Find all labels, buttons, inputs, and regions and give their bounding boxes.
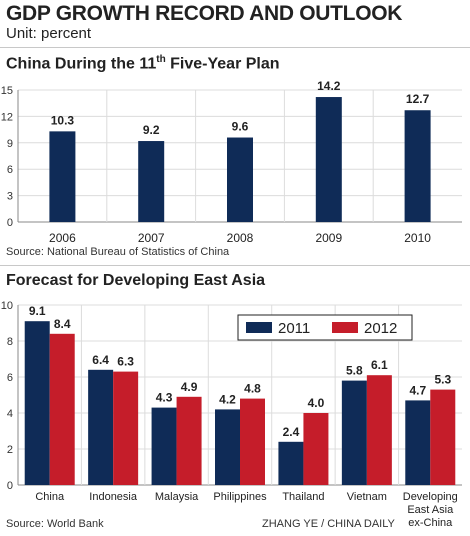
chart2-source: Source: World Bank — [6, 518, 104, 530]
divider — [0, 265, 470, 266]
bar-value-label: 14.2 — [317, 79, 341, 93]
x-tick-label: 2006 — [49, 231, 76, 245]
bar-2011 — [278, 441, 304, 485]
divider — [0, 47, 470, 48]
bar-value-label: 9.2 — [143, 123, 160, 137]
main-title: GDP GROWTH RECORD AND OUTLOOK — [6, 2, 403, 25]
y-tick-label: 15 — [1, 85, 13, 97]
bar-value-label: 4.7 — [409, 383, 426, 397]
bar-value-label: 9.6 — [232, 120, 249, 134]
bar-2011 — [24, 321, 50, 485]
y-tick-label: 3 — [7, 191, 13, 203]
legend-swatch — [332, 322, 358, 333]
bar — [49, 131, 76, 222]
chart1-plot: 0 3 6 9 12 15 10.3 2006 9.2 2007 9.6 2008 14.2 2009 12… — [1, 79, 462, 245]
x-tick-label: Developing — [403, 491, 458, 503]
bar-2012 — [303, 413, 329, 485]
bar-value-label: 4.9 — [181, 380, 198, 394]
x-tick-label: 2009 — [315, 231, 342, 245]
legend-label: 2012 — [364, 320, 397, 337]
chart2-credit: ZHANG YE / CHINA DAILY — [262, 518, 395, 530]
bar-value-label: 4.2 — [219, 392, 236, 406]
bar-value-label: 5.8 — [346, 364, 363, 378]
x-tick-label: Indonesia — [89, 491, 138, 503]
y-tick-label: 8 — [7, 336, 13, 348]
legend-swatch — [246, 322, 272, 333]
bar-2012 — [49, 333, 75, 485]
bar — [315, 97, 342, 222]
y-tick-label: 2 — [7, 444, 13, 456]
bar-2012 — [240, 398, 265, 485]
bar-2011 — [215, 409, 240, 485]
bar-2011 — [341, 380, 367, 485]
bar — [138, 141, 165, 222]
bar-value-label: 4.8 — [244, 382, 261, 396]
chart2-plot: 0 2 4 6 8 10 9.1 8.4 China 6.4 6.3 Indonesia 4.3 4.9 M… — [1, 300, 462, 529]
bar-2012 — [176, 396, 202, 485]
y-tick-label: 6 — [7, 164, 13, 176]
bar-value-label: 6.3 — [117, 355, 134, 369]
x-tick-label: Thailand — [282, 491, 324, 503]
chart1-title-prefix: China During the 11 — [6, 55, 157, 73]
y-tick-label: 12 — [1, 111, 13, 123]
y-tick-label: 9 — [7, 138, 13, 150]
x-tick-label: ex-China — [408, 517, 453, 529]
x-tick-label: Vietnam — [347, 491, 387, 503]
bar-2011 — [88, 369, 114, 485]
x-tick-label: 2008 — [227, 231, 254, 245]
y-tick-label: 10 — [1, 300, 13, 312]
chart1-source: Source: National Bureau of Statistics of… — [6, 246, 230, 258]
bar-value-label: 4.3 — [156, 391, 173, 405]
bar-value-label: 10.3 — [51, 113, 75, 127]
bar-2012 — [366, 375, 392, 485]
x-tick-label: China — [35, 491, 65, 503]
bar — [227, 137, 253, 222]
bar-2011 — [151, 407, 177, 485]
bar-value-label: 5.3 — [434, 373, 451, 387]
x-tick-label: 2007 — [138, 231, 165, 245]
legend-label: 2011 — [278, 320, 310, 337]
bar-2012 — [113, 371, 139, 485]
bar-value-label: 6.1 — [371, 358, 388, 372]
bar-value-label: 2.4 — [283, 425, 300, 439]
bar-value-label: 6.4 — [92, 353, 109, 367]
bar — [404, 110, 431, 222]
chart2-title: Forecast for Developing East Asia — [6, 272, 266, 289]
bar-value-label: 8.4 — [54, 317, 71, 331]
x-tick-label: Philippines — [213, 491, 267, 503]
x-tick-label: Malaysia — [155, 491, 199, 503]
chart1-title: China During the 11th Five-Year Plan — [6, 54, 280, 73]
y-tick-label: 0 — [7, 217, 13, 229]
chart1-title-suffix: Five-Year Plan — [165, 55, 280, 73]
y-tick-label: 4 — [7, 408, 13, 420]
y-tick-label: 6 — [7, 372, 13, 384]
bar-value-label: 12.7 — [406, 92, 430, 106]
x-tick-label: East Asia — [407, 504, 454, 516]
bar-value-label: 4.0 — [308, 396, 325, 410]
chart1-title-sup: th — [156, 54, 166, 65]
y-tick-label: 0 — [7, 480, 13, 492]
x-tick-label: 2010 — [404, 231, 431, 245]
bar-2011 — [405, 400, 431, 485]
bar-value-label: 9.1 — [29, 304, 46, 318]
unit-label: Unit: percent — [6, 25, 92, 42]
bar-2012 — [430, 389, 456, 485]
